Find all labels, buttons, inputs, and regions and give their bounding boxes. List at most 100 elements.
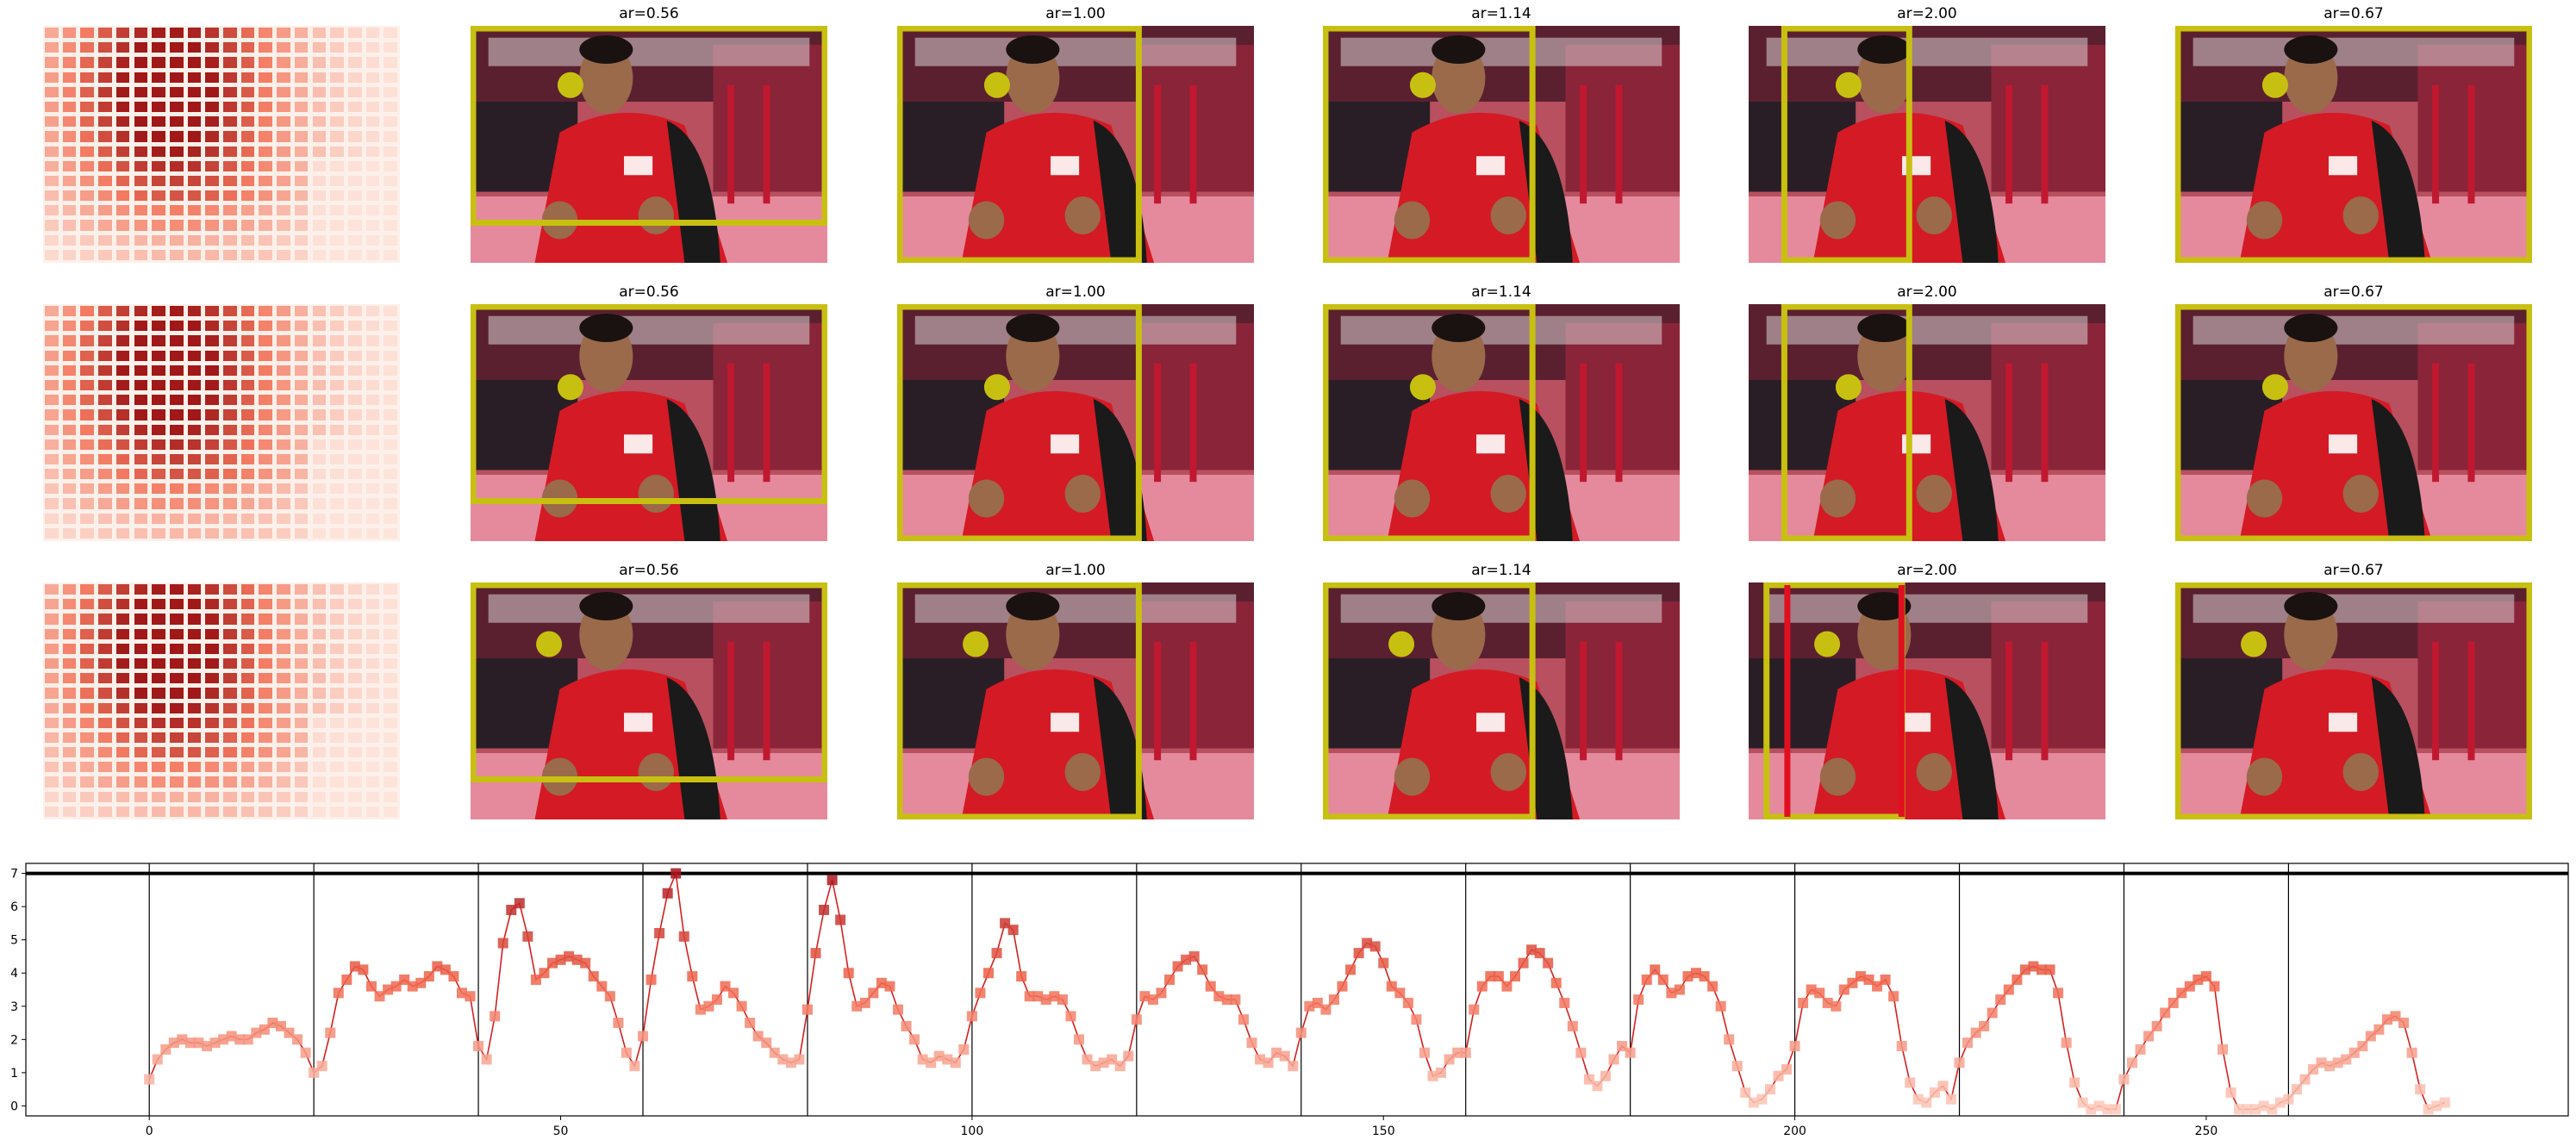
data-point xyxy=(1246,1037,1257,1049)
heatmap-cell xyxy=(152,28,165,39)
data-point xyxy=(596,981,608,992)
data-point xyxy=(942,1054,953,1065)
heatmap-cell xyxy=(312,205,327,216)
heatmap-cell xyxy=(223,205,237,216)
data-point xyxy=(1806,984,1817,995)
heatmap-cell xyxy=(134,57,148,68)
heatmap-cell xyxy=(294,483,309,495)
heatmap-cell xyxy=(384,42,397,53)
heatmap-cell xyxy=(169,160,184,171)
heatmap-cell xyxy=(134,220,148,231)
heatmap-cell xyxy=(45,234,59,246)
heatmap-cell xyxy=(134,395,148,406)
heatmap-cell xyxy=(384,57,397,68)
data-point xyxy=(160,1043,172,1055)
heatmap-cell xyxy=(277,409,290,420)
heatmap-cell xyxy=(240,116,255,128)
heatmap-cell xyxy=(115,72,130,83)
heatmap-cell xyxy=(294,776,309,788)
heatmap-cell xyxy=(312,249,327,260)
data-point xyxy=(1378,957,1389,969)
data-point xyxy=(736,1000,747,1012)
heatmap-cell xyxy=(294,439,309,450)
heatmap-cell xyxy=(187,321,202,332)
data-point xyxy=(1543,957,1554,969)
x-tick-label: 200 xyxy=(1783,1124,1806,1138)
heatmap-cell xyxy=(115,498,130,509)
heatmap-cell xyxy=(152,732,165,744)
heatmap-cell xyxy=(294,657,309,670)
heatmap-cell xyxy=(384,673,397,684)
heatmap-cell xyxy=(187,249,202,260)
crop-preview-image xyxy=(1323,26,1680,263)
heatmap-cell xyxy=(80,791,95,802)
aspect-ratio-label: ar=0.67 xyxy=(2323,562,2384,579)
heatmap-cell xyxy=(294,453,309,465)
heatmap-cell xyxy=(134,306,148,317)
data-point xyxy=(1691,968,1702,979)
heatmap-cell xyxy=(240,527,255,539)
data-point xyxy=(2308,1064,2319,1075)
heatmap-cell xyxy=(384,146,397,157)
heatmap-cell xyxy=(312,614,327,625)
heatmap-cell xyxy=(223,439,237,450)
data-point xyxy=(267,1018,278,1029)
heatmap-cell xyxy=(223,747,237,758)
heatmap-cell xyxy=(240,306,255,317)
aspect-ratio-label: ar=2.00 xyxy=(1897,5,1957,22)
data-point xyxy=(687,971,698,982)
heatmap-cell xyxy=(62,791,77,802)
heatmap-cell xyxy=(277,673,290,684)
data-point xyxy=(1731,1061,1743,1072)
heatmap-cell xyxy=(312,439,327,450)
heatmap-cell xyxy=(62,409,77,420)
heatmap-cell xyxy=(384,732,397,744)
heatmap-cell xyxy=(115,717,130,728)
heatmap-cell xyxy=(80,57,95,68)
heatmap-cell xyxy=(240,643,255,654)
heatmap-cell xyxy=(312,469,327,480)
heatmap-cell xyxy=(169,762,184,773)
data-point xyxy=(1016,971,1027,982)
data-point xyxy=(234,1034,246,1045)
crop-bounding-box xyxy=(897,26,1142,263)
heatmap-cell xyxy=(187,628,202,639)
y-tick-label: 5 xyxy=(10,934,18,948)
heatmap-cell xyxy=(312,234,327,246)
heatmap-cell xyxy=(277,599,290,610)
aspect-ratio-label: ar=1.00 xyxy=(1045,283,1106,301)
crop-bounding-box xyxy=(897,582,1142,819)
heatmap-cell xyxy=(223,249,237,260)
heatmap-cell xyxy=(98,806,112,817)
heatmap-cell xyxy=(365,42,380,53)
data-point xyxy=(1863,974,1874,985)
heatmap-cell xyxy=(205,717,219,728)
heatmap-cell xyxy=(80,599,95,610)
heatmap-cell xyxy=(62,747,77,758)
heatmap-cell xyxy=(347,220,362,231)
heatmap-cell xyxy=(115,335,130,346)
heatmap-cell xyxy=(223,657,237,670)
heatmap-cell xyxy=(240,584,255,595)
heatmap-cell xyxy=(205,747,219,758)
heatmap-cell xyxy=(330,776,344,788)
heatmap-cell xyxy=(134,190,148,202)
heatmap-cell xyxy=(98,234,112,246)
heatmap-cell xyxy=(294,379,309,391)
heatmap-cell xyxy=(384,776,397,788)
heatmap-cell xyxy=(152,306,165,317)
heatmap-cell xyxy=(62,527,77,539)
data-point xyxy=(2044,964,2055,975)
data-point xyxy=(1082,1054,1093,1065)
data-point xyxy=(777,1054,789,1065)
heatmap-cell xyxy=(62,614,77,625)
heatmap-cell xyxy=(187,379,202,391)
heatmap-cell xyxy=(259,643,273,654)
heatmap-cell xyxy=(384,513,397,524)
heatmap-cell xyxy=(365,321,380,332)
heatmap-cell xyxy=(312,527,327,539)
data-point xyxy=(654,927,665,938)
heatmap-cell xyxy=(294,116,309,128)
heatmap-cell xyxy=(80,364,95,376)
heatmap-and-crops-grid: ar=0.56 ar=1.00 ar=1.14 ar=2.00 ar=0.67 ar=0.… xyxy=(43,5,2532,819)
